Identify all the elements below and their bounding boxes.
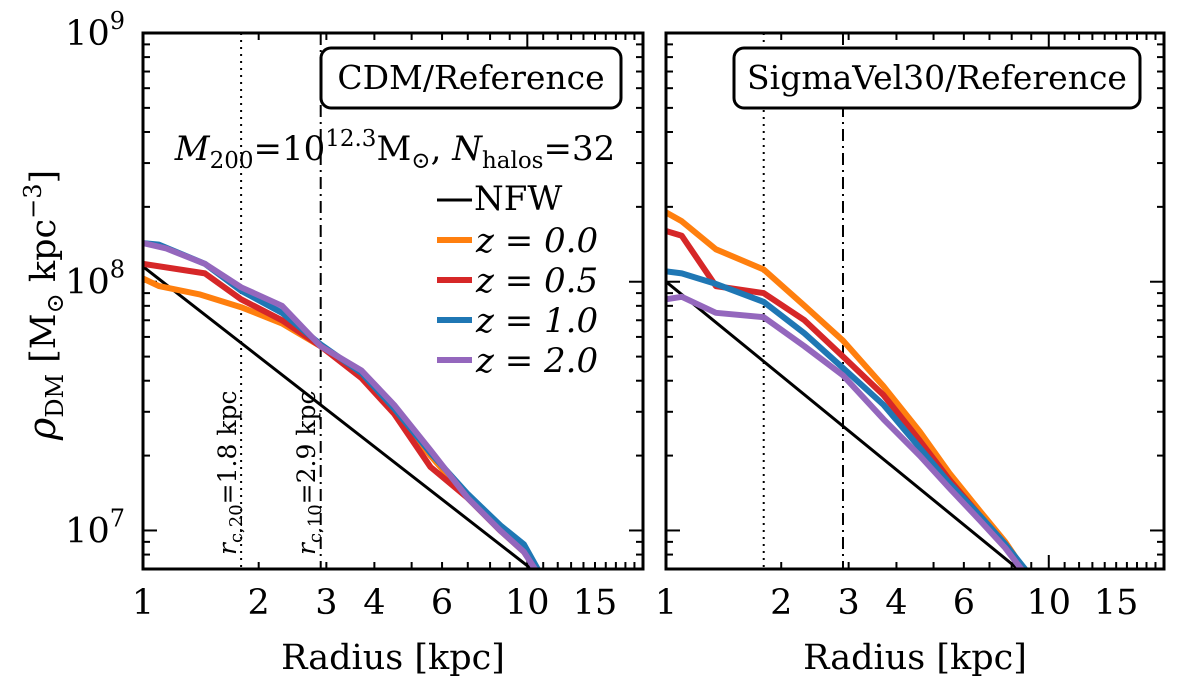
right-plot-frame <box>664 31 1166 571</box>
x-tick-label-10: 10 <box>1027 583 1072 623</box>
x-tick-label-10: 10 <box>505 583 550 623</box>
left-series-lines <box>143 240 542 569</box>
x-tick-label-6: 6 <box>953 583 975 623</box>
right-title-box <box>732 46 1142 110</box>
y-axis-label: ρDM [M⊙ kpc−3] <box>19 170 69 441</box>
x-tick-label-2: 2 <box>248 583 270 623</box>
left-panel-title: CDM/Reference <box>337 58 604 97</box>
x-tick-label-3: 3 <box>837 583 859 623</box>
right-panel: 1 2 3 4 6 10 15 SigmaVel30/Reference Radius [k… <box>655 31 1166 678</box>
x-tick-label-1: 1 <box>132 583 154 623</box>
legend-label-z05: z = 0.5 <box>475 261 598 301</box>
x-tick-label-1: 1 <box>655 583 677 623</box>
legend-label-z1: z = 1.0 <box>475 301 598 341</box>
left-series-nfw <box>143 265 534 569</box>
x-tick-label-15: 15 <box>573 583 618 623</box>
right-series-z-2-0 <box>666 293 1026 569</box>
left-series-z-2-0 <box>143 240 539 569</box>
x-tick-label-15: 15 <box>1094 583 1139 623</box>
x-tick-label-4: 4 <box>885 583 907 623</box>
left-plot-frame <box>141 31 645 571</box>
right-series-lines <box>666 209 1029 569</box>
right-axis-ticks: 1 2 3 4 6 10 15 <box>655 32 1165 623</box>
x-tick-label-6: 6 <box>431 583 453 623</box>
right-series-z-1-0 <box>666 268 1029 569</box>
legend-label-z0: z = 0.0 <box>475 221 598 261</box>
right-x-axis-label: Radius [kpc] <box>803 638 1027 678</box>
vline-label-rc10: rc,10=2.9 kpc <box>292 391 326 555</box>
left-x-axis-label: Radius [kpc] <box>281 638 505 678</box>
y-tick-label-1e7: 107 <box>65 504 125 551</box>
x-tick-label-3: 3 <box>315 583 337 623</box>
x-tick-label-4: 4 <box>363 583 385 623</box>
right-series-nfw <box>666 280 1021 569</box>
legend: NFW z = 0.0 z = 0.5 z = 1.0 z = 2.0 <box>437 179 598 381</box>
right-series-z-0-0 <box>666 209 1028 569</box>
x-tick-label-2: 2 <box>770 583 792 623</box>
right-panel-title: SigmaVel30/Reference <box>747 58 1127 97</box>
legend-label-z2: z = 2.0 <box>475 341 598 381</box>
legend-label-nfw: NFW <box>474 179 562 219</box>
left-axis-ticks: 1 2 3 4 6 10 15 107 108 109 <box>65 7 644 623</box>
y-tick-label-1e9: 109 <box>65 7 125 54</box>
y-tick-label-1e8: 108 <box>65 256 125 303</box>
left-title-box <box>319 46 623 110</box>
vline-label-rc20: rc,20=1.8 kpc <box>213 391 247 555</box>
left-panel: 1 2 3 4 6 10 15 107 108 109 CDM/Reference M200=10… <box>19 7 645 678</box>
mass-annotation: M200=1012.3M⊙, Nhalos=32 <box>174 126 616 174</box>
